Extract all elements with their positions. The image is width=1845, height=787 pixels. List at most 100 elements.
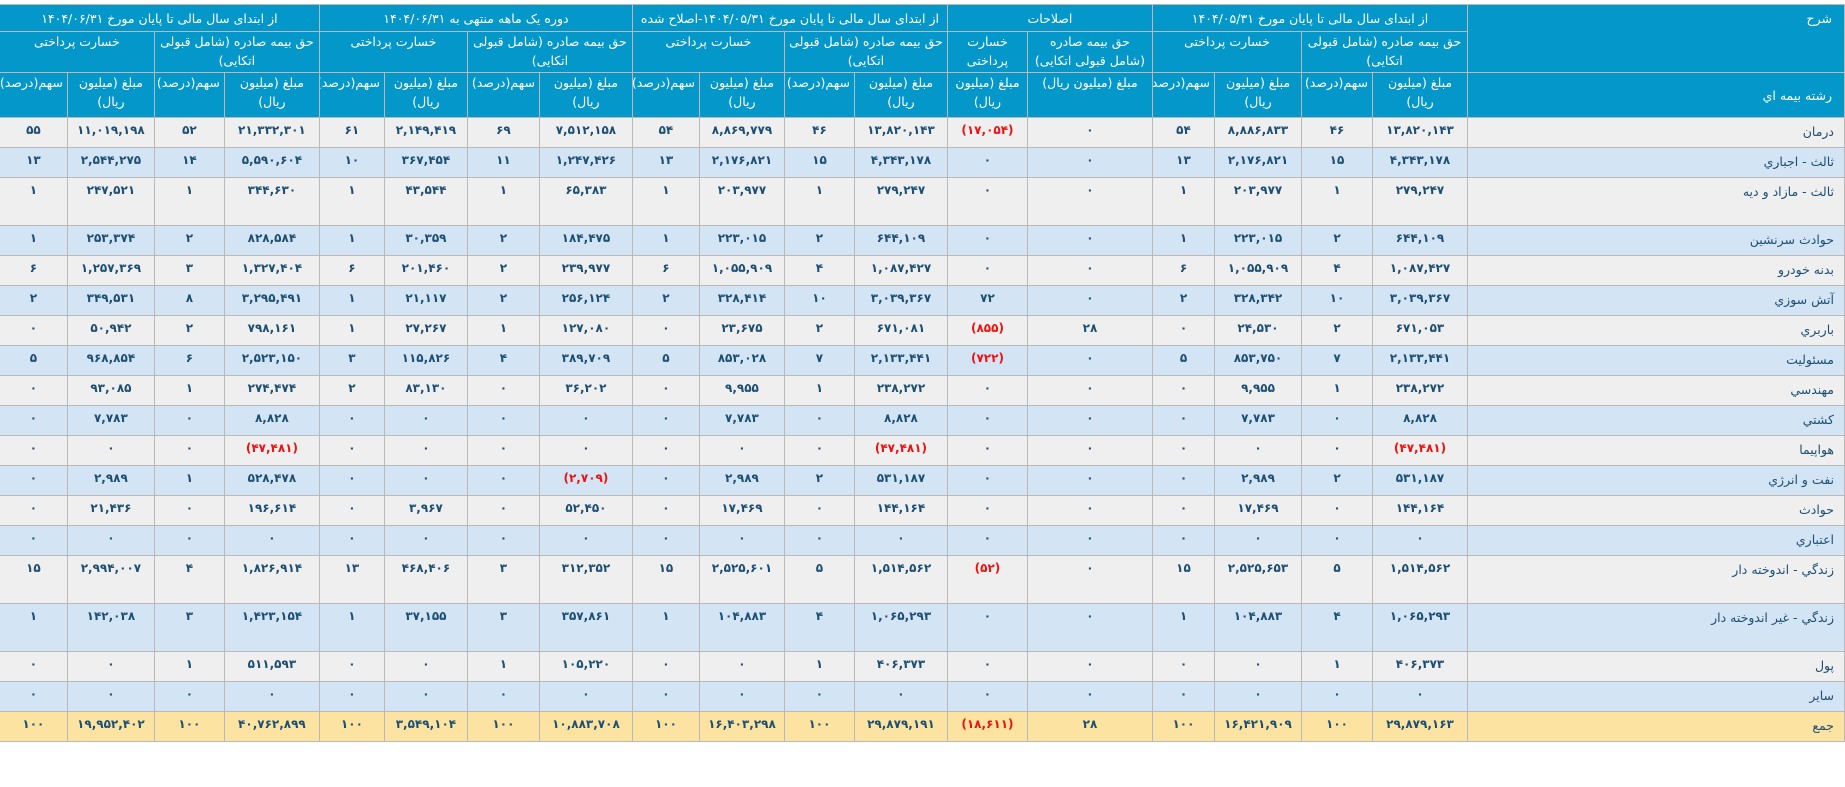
value-cell: ۵۳۱,۱۸۷ bbox=[853, 465, 948, 496]
group-ytd-0531-adjusted-header: از ابتدای سال مالی تا پایان مورخ ۱۴۰۴/۰۵… bbox=[631, 4, 948, 32]
value-cell: ۰ bbox=[0, 651, 68, 682]
table-row: نفت و انرژي ۵۳۱,۱۸۷ ۲ ۲,۹۸۹ ۰ ۰ ۰ ۵۳۱,۱۸۷ ۲ ۲,۹۸۹… bbox=[0, 465, 1845, 496]
value-cell: ۰ bbox=[946, 375, 1028, 406]
value-cell: ۱۴ bbox=[153, 147, 225, 178]
value-cell: ۲۷۴,۴۷۴ bbox=[223, 375, 320, 406]
month-0631-loss-amount-header: مبلغ (میلیون ریال) bbox=[383, 72, 468, 118]
value-cell: ۴ bbox=[783, 603, 855, 652]
value-cell: ۰ bbox=[783, 681, 855, 712]
value-cell: ۱,۰۵۵,۹۰۹ bbox=[1214, 255, 1302, 286]
value-cell: ۶۴۴,۱۰۹ bbox=[853, 225, 948, 256]
value-cell: ۱۰۰ bbox=[1151, 711, 1216, 742]
value-cell: ۷۹۸,۱۶۱ bbox=[223, 315, 320, 346]
value-cell: ۲۳,۶۷۵ bbox=[698, 315, 785, 346]
value-cell: ۰ bbox=[1301, 405, 1373, 436]
line-of-business-name: نفت و انرژي bbox=[1467, 465, 1845, 496]
value-cell: ۶۴۴,۱۰۹ bbox=[1372, 225, 1468, 256]
value-cell: (۴۷,۴۸۱) bbox=[223, 435, 320, 466]
value-cell: ۰ bbox=[383, 651, 468, 682]
table-row: اعتباري ۰ ۰ ۰ ۰ ۰ ۰ ۰ ۰ ۰ ۰ ۰ ۰ ۰ ۰ ۰ ۰ ۰ ۰ bbox=[0, 525, 1845, 556]
value-cell: ۲ bbox=[783, 465, 855, 496]
value-cell: ۱۰۰ bbox=[153, 711, 225, 742]
value-cell: (۴۷,۴۸۱) bbox=[1372, 435, 1468, 466]
value-cell: ۱,۰۸۷,۴۲۷ bbox=[853, 255, 948, 286]
value-cell: ۲۰۱,۴۶۰ bbox=[383, 255, 468, 286]
value-cell: ۱ bbox=[631, 225, 700, 256]
value-cell: ۱ bbox=[466, 651, 540, 682]
value-cell: ۴۶ bbox=[783, 117, 855, 148]
month-0631-premium-amount-header: مبلغ (میلیون ریال) bbox=[538, 72, 633, 118]
total-row: جمع ۲۹,۸۷۹,۱۶۳ ۱۰۰ ۱۶,۴۲۱,۹۰۹ ۱۰۰ ۲۸ (۱۸,۶۱۱) ۲… bbox=[0, 711, 1845, 742]
value-cell: ۱ bbox=[318, 315, 385, 346]
value-cell: ۰ bbox=[153, 435, 225, 466]
month-0631-loss-header: خسارت پرداختی bbox=[318, 31, 468, 73]
value-cell: ۰ bbox=[0, 315, 68, 346]
month-0631-loss-share-header: سهم(درصد) bbox=[318, 72, 385, 118]
value-cell: ۲,۵۴۴,۲۷۵ bbox=[66, 147, 155, 178]
value-cell: ۶۵,۳۸۳ bbox=[538, 177, 633, 226]
value-cell: ۴۶۸,۴۰۶ bbox=[383, 555, 468, 604]
value-cell: ۱۵ bbox=[1301, 147, 1373, 178]
value-cell: ۰ bbox=[631, 495, 700, 526]
value-cell: ۱,۰۵۵,۹۰۹ bbox=[698, 255, 785, 286]
value-cell: ۰ bbox=[853, 525, 948, 556]
value-cell: ۴ bbox=[1301, 603, 1373, 652]
table-header: شرح از ابتدای سال مالی تا پایان مورخ ۱۴۰… bbox=[0, 4, 1845, 118]
value-cell: ۲۹,۸۷۹,۱۶۳ bbox=[1372, 711, 1468, 742]
value-cell: ۰ bbox=[1026, 435, 1153, 466]
value-cell: ۱۴۲,۰۳۸ bbox=[66, 603, 155, 652]
value-cell: ۵۴ bbox=[1151, 117, 1216, 148]
value-cell: ۰ bbox=[466, 525, 540, 556]
value-cell: ۰ bbox=[698, 525, 785, 556]
value-cell: ۰ bbox=[383, 525, 468, 556]
value-cell: ۱,۲۵۷,۳۶۹ bbox=[66, 255, 155, 286]
value-cell: ۰ bbox=[1214, 681, 1302, 712]
value-cell: ۵۵ bbox=[0, 117, 68, 148]
value-cell: ۰ bbox=[1026, 525, 1153, 556]
value-cell: ۰ bbox=[466, 495, 540, 526]
value-cell: ۲ bbox=[466, 285, 540, 316]
value-cell: ۱ bbox=[1301, 375, 1373, 406]
value-cell: ۰ bbox=[318, 651, 385, 682]
value-cell: ۶ bbox=[153, 345, 225, 376]
line-of-business-name: زندگي - غير اندوخته دار bbox=[1467, 603, 1845, 652]
value-cell: ۱۶,۴۰۳,۲۹۸ bbox=[698, 711, 785, 742]
value-cell: ۹,۹۵۵ bbox=[698, 375, 785, 406]
value-cell: ۰ bbox=[946, 525, 1028, 556]
value-cell: ۲۱,۱۱۷ bbox=[383, 285, 468, 316]
value-cell: ۱۰ bbox=[1301, 285, 1373, 316]
value-cell: ۱ bbox=[783, 375, 855, 406]
value-cell: ۱ bbox=[631, 177, 700, 226]
value-cell: ۲,۱۷۶,۸۲۱ bbox=[1214, 147, 1302, 178]
month-0631-premium-share-header: سهم(درصد) bbox=[466, 72, 540, 118]
ytd-0531-adjusted-loss-share-header: سهم(درصد) bbox=[631, 72, 700, 118]
table-row: زندگي - غير اندوخته دار ۱,۰۶۵,۲۹۳ ۴ ۱۰۴,۸۸۳… bbox=[0, 603, 1845, 652]
value-cell: ۳۶,۲۰۲ bbox=[538, 375, 633, 406]
ytd-0531-loss-header: خسارت پرداختی bbox=[1151, 31, 1303, 73]
value-cell: ۲ bbox=[783, 225, 855, 256]
value-cell: ۰ bbox=[783, 405, 855, 436]
value-cell: ۳ bbox=[153, 255, 225, 286]
value-cell: ۵۱۱,۵۹۳ bbox=[223, 651, 320, 682]
value-cell: ۵۰,۹۴۲ bbox=[66, 315, 155, 346]
line-of-business-name: مسئوليت bbox=[1467, 345, 1845, 376]
value-cell: ۲,۹۸۹ bbox=[698, 465, 785, 496]
value-cell: ۰ bbox=[1214, 525, 1302, 556]
value-cell: ۰ bbox=[853, 681, 948, 712]
value-cell: ۰ bbox=[1151, 465, 1216, 496]
value-cell: ۶۷۱,۰۵۳ bbox=[1372, 315, 1468, 346]
value-cell: ۱۲۷,۰۸۰ bbox=[538, 315, 633, 346]
value-cell: ۰ bbox=[1151, 525, 1216, 556]
value-cell: ۱ bbox=[1151, 603, 1216, 652]
value-cell: ۰ bbox=[0, 525, 68, 556]
adjustments-loss-amount-header: مبلغ (میلیون ریال) bbox=[946, 72, 1028, 118]
value-cell: ۱۳ bbox=[318, 555, 385, 604]
value-cell: ۱۴۴,۱۶۴ bbox=[853, 495, 948, 526]
value-cell: ۹۶۸,۸۵۴ bbox=[66, 345, 155, 376]
value-cell: ۰ bbox=[153, 495, 225, 526]
value-cell: ۸,۸۲۸ bbox=[853, 405, 948, 436]
value-cell: ۰ bbox=[0, 681, 68, 712]
value-cell: ۱ bbox=[1301, 177, 1373, 226]
value-cell: ۲ bbox=[466, 225, 540, 256]
value-cell: ۰ bbox=[1026, 255, 1153, 286]
